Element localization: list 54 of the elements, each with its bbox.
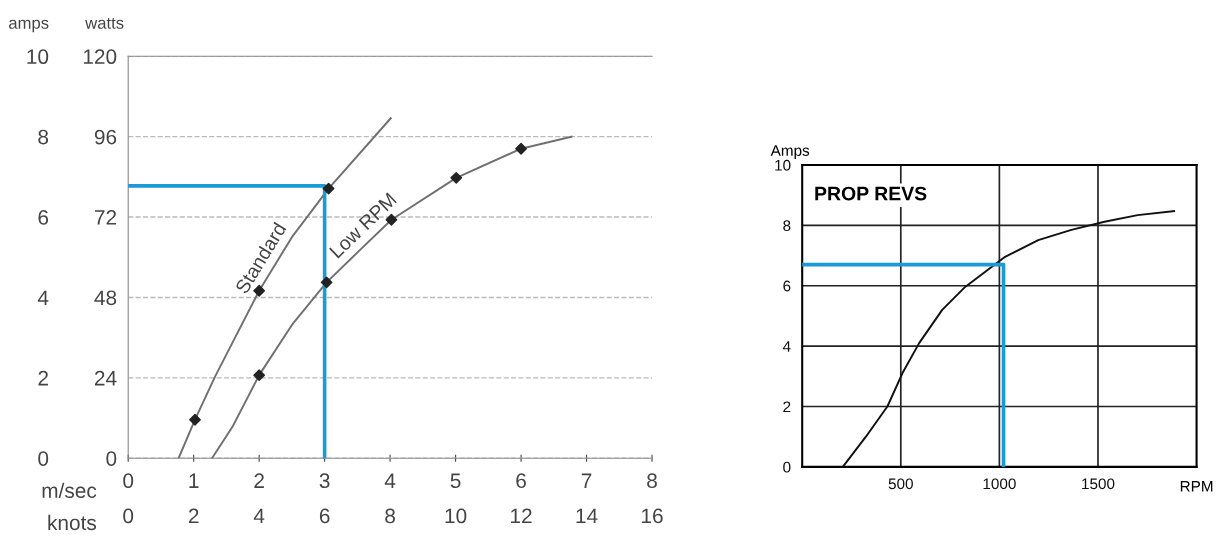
y2-tick-label: 6 [38, 210, 49, 225]
y2-axis-title: amps [9, 19, 49, 33]
y-tick-label: 10 [775, 159, 791, 171]
y-tick-label: 24 [94, 370, 117, 386]
x-tick-label: 5 [450, 473, 461, 489]
x-tick-label: 1000 [983, 478, 1016, 490]
y-tick-label: 120 [83, 49, 117, 65]
x2-tick-label: 2 [188, 508, 199, 524]
y2-tick-label: 0 [38, 451, 49, 466]
x-axis-title: RPM [1180, 481, 1213, 492]
x-tick-label: 0 [123, 473, 134, 489]
x2-tick-label: 4 [253, 508, 265, 524]
x-tick-label: 500 [888, 478, 913, 490]
line-series [841, 210, 1176, 467]
y-tick-label: 2 [783, 401, 791, 413]
x2-tick-label: 10 [445, 508, 467, 524]
x-tick-label: 2 [254, 473, 264, 488]
x2-tick-label: 16 [642, 508, 663, 524]
point [253, 369, 266, 382]
point [320, 276, 333, 289]
point [515, 142, 527, 155]
y-tick-label: 6 [783, 280, 791, 292]
x-tick-label: 3 [319, 473, 330, 489]
x-tick-label: 8 [647, 473, 657, 489]
y2-tick-label: 4 [37, 290, 49, 305]
y2-tick-label: 10 [27, 49, 49, 65]
x-tick-label: 6 [516, 473, 526, 489]
x-tick-label: 4 [384, 473, 396, 488]
x-tick-label: 7 [581, 473, 592, 488]
y2-tick-label: 2 [38, 370, 48, 386]
y-tick-label: 0 [106, 451, 117, 466]
y2-tick-label: 8 [38, 129, 49, 145]
y-tick-label: 4 [782, 341, 791, 352]
point [450, 171, 463, 184]
line-series [211, 135, 573, 459]
y-tick-label: 0 [783, 461, 791, 473]
text: PROP REVS [815, 186, 927, 201]
y-tick-label: 72 [94, 210, 117, 225]
y-axis-title: Amps [770, 145, 810, 159]
x2-tick-label: 0 [123, 508, 134, 524]
x2-tick-label: 14 [576, 508, 598, 524]
x2-axis-title: knots [48, 514, 97, 531]
point [322, 182, 335, 195]
y-tick-label: 8 [783, 220, 791, 232]
y-tick-label: 96 [94, 129, 117, 145]
x2-tick-label: 8 [385, 508, 395, 524]
x-tick-label: 1 [189, 473, 199, 488]
point [189, 413, 201, 426]
y-tick-label: 48 [94, 290, 117, 306]
x2-tick-label: 6 [319, 508, 330, 524]
x-tick-label: 1500 [1082, 478, 1115, 490]
x-axis-title: m/sec [42, 482, 97, 498]
x2-tick-label: 12 [511, 508, 532, 524]
y-axis-title: watts [85, 17, 124, 29]
